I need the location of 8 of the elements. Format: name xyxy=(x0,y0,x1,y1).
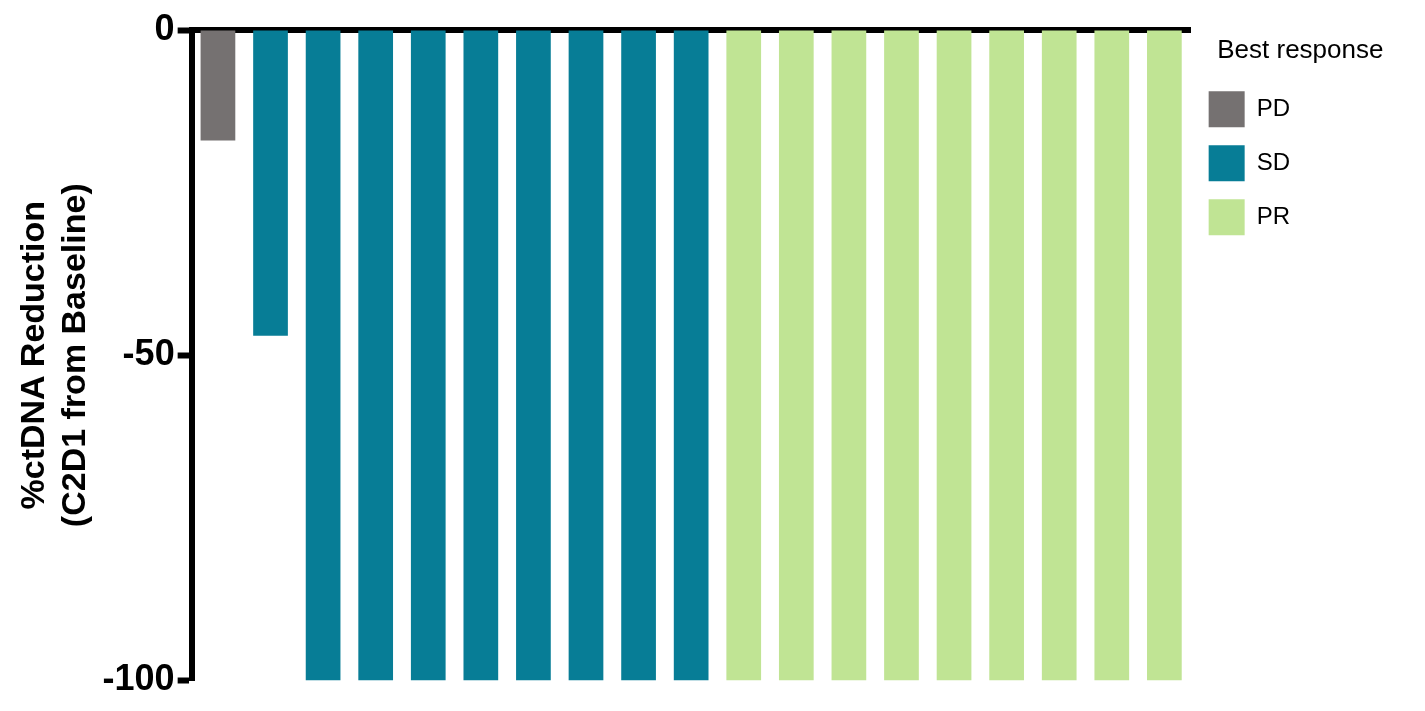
legend-label: SD xyxy=(1256,147,1290,175)
legend-label: PD xyxy=(1256,93,1290,121)
legend-title: Best response xyxy=(1217,34,1384,65)
y-tick-label: -50 xyxy=(122,332,175,374)
y-tick-label: -100 xyxy=(102,657,175,699)
legend-label: PR xyxy=(1256,201,1290,229)
y-axis-title: %ctDNA Reduction (C2D1 from Baseline) xyxy=(12,183,92,528)
y-tick-label: 0 xyxy=(154,6,175,48)
